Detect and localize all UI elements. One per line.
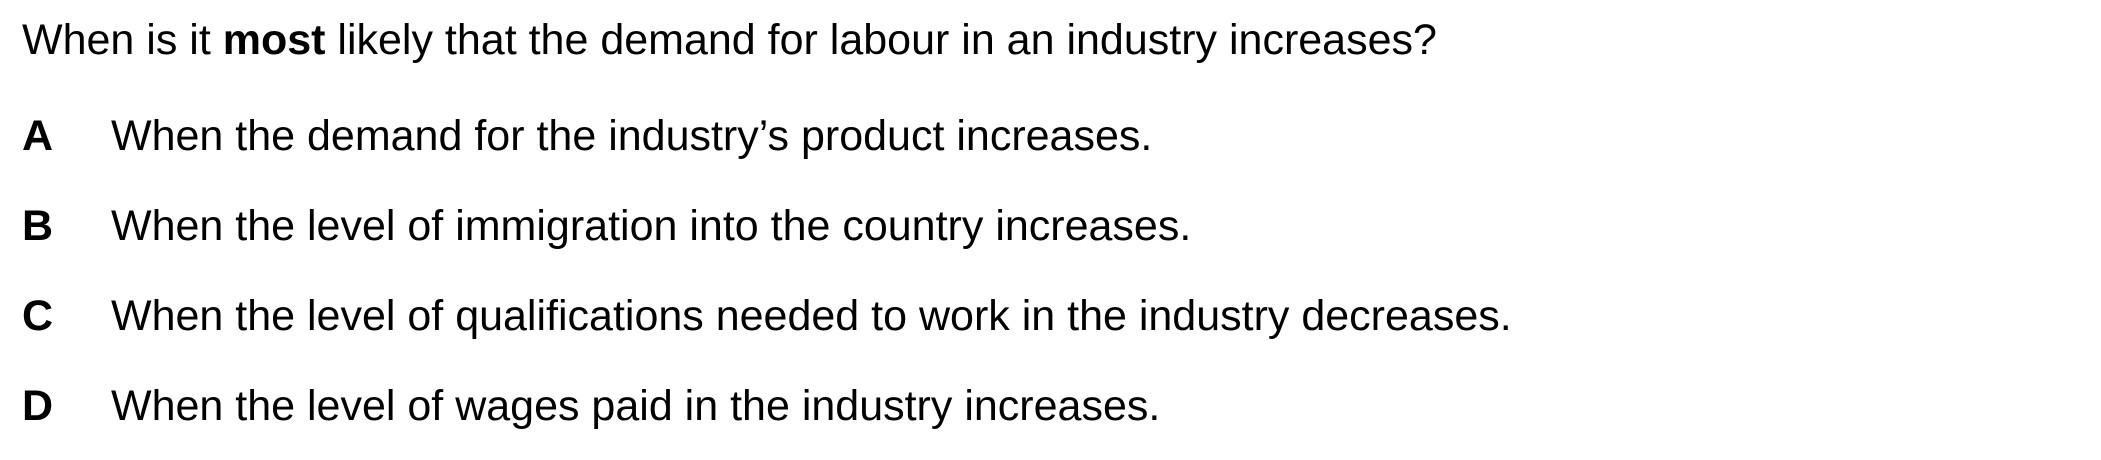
question-stem: When is it most likely that the demand f… [22,14,1437,66]
option-text: When the level of wages paid in the indu… [111,382,1161,430]
option-text: When the demand for the industry’s produ… [111,112,1153,160]
question-text-after: likely that the demand for labour in an … [325,16,1437,64]
option-letter: C [22,292,54,340]
question-text-before: When is it [22,16,223,64]
option-letter: D [22,382,54,430]
question-emphasis: most [222,16,326,64]
option-letter: A [22,112,54,160]
option-letter: B [22,202,54,250]
option-text: When the level of immigration into the c… [111,202,1192,250]
option-text: When the level of qualifications needed … [111,292,1512,340]
